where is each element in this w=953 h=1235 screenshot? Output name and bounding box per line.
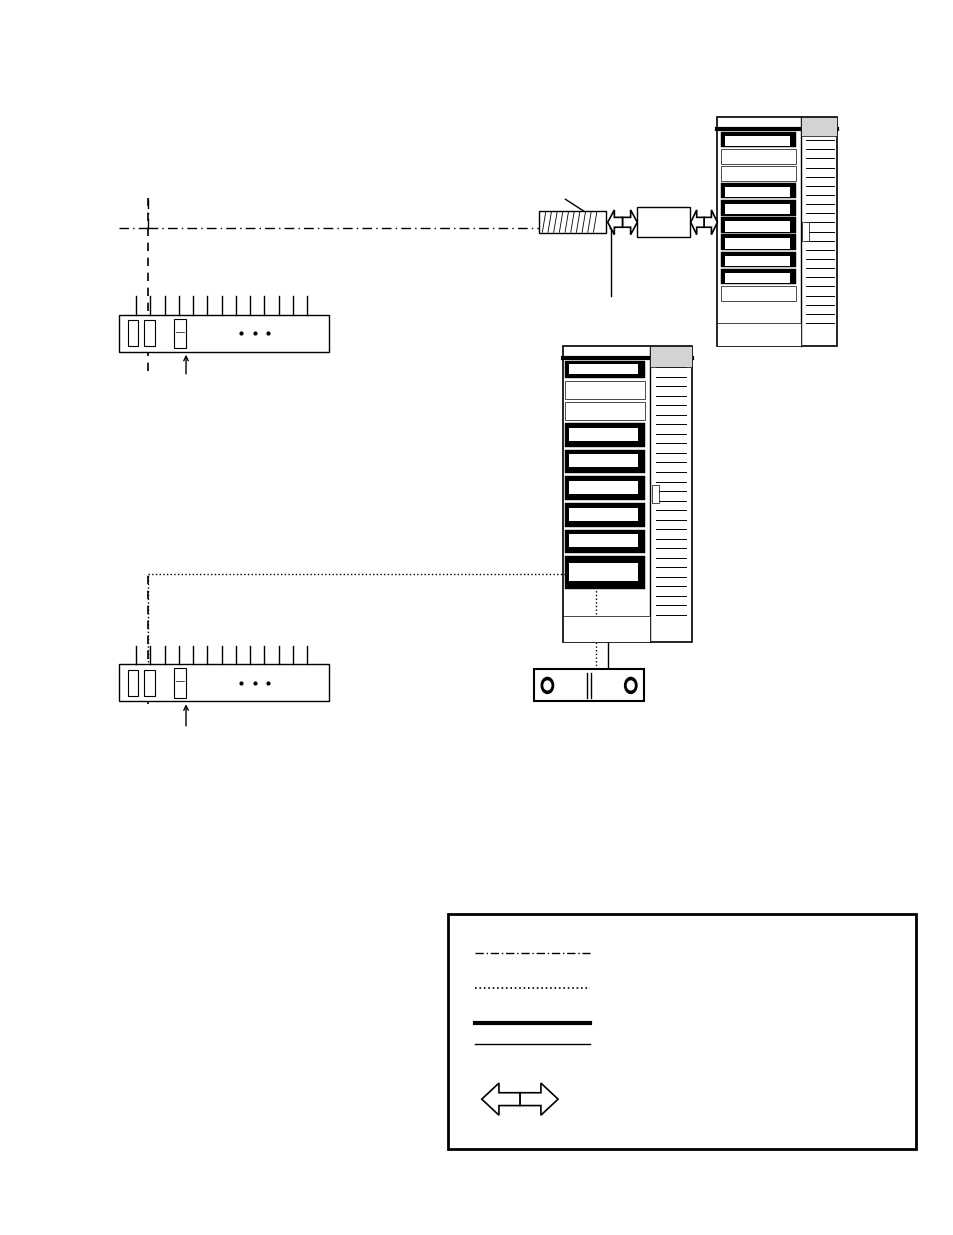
Bar [565, 477, 644, 500]
Bar [119, 315, 329, 330]
Polygon shape [703, 210, 717, 235]
Bar [565, 422, 644, 447]
Bar [569, 508, 637, 521]
Circle shape [540, 677, 553, 694]
Bar [720, 200, 795, 216]
Bar [565, 556, 644, 589]
Bar [538, 211, 605, 233]
Bar [720, 148, 795, 164]
Bar [534, 669, 643, 701]
Bar [720, 285, 795, 301]
Bar [801, 222, 808, 241]
Circle shape [543, 680, 550, 690]
Polygon shape [622, 210, 637, 235]
Bar [569, 454, 637, 467]
Bar [448, 914, 915, 1149]
Bar [565, 503, 644, 526]
Bar [144, 669, 154, 697]
Polygon shape [690, 210, 703, 235]
Bar [717, 117, 836, 346]
Bar [724, 221, 789, 232]
Bar [651, 485, 659, 503]
Bar [724, 136, 789, 146]
Bar [569, 427, 637, 441]
Bar [569, 480, 637, 494]
Polygon shape [519, 1083, 558, 1115]
Bar [144, 321, 154, 347]
Bar [720, 217, 795, 232]
Bar [724, 273, 789, 283]
Bar [173, 668, 186, 698]
Circle shape [624, 677, 637, 694]
Bar [569, 535, 637, 547]
Bar [173, 319, 186, 348]
Bar [720, 183, 795, 199]
Bar [717, 324, 800, 346]
Bar [637, 207, 689, 237]
Bar [128, 321, 138, 347]
Bar [565, 361, 644, 378]
Bar [569, 563, 637, 580]
Bar [720, 235, 795, 249]
Bar [562, 346, 691, 642]
Bar [128, 669, 138, 697]
Bar [720, 165, 795, 182]
Bar [565, 530, 644, 553]
Bar [724, 204, 789, 215]
Bar [119, 664, 329, 701]
Bar [562, 615, 650, 642]
Bar [565, 403, 644, 420]
Bar [720, 132, 795, 147]
Bar [569, 364, 637, 374]
Bar [800, 117, 836, 136]
Bar [720, 252, 795, 267]
Bar [565, 450, 644, 473]
Bar [724, 238, 789, 248]
Bar [119, 315, 329, 352]
Polygon shape [607, 210, 622, 235]
Bar [720, 269, 795, 284]
Bar [724, 186, 789, 198]
Bar [724, 256, 789, 266]
Bar [650, 346, 691, 367]
Polygon shape [481, 1083, 519, 1115]
Bar [119, 664, 329, 679]
Bar [565, 382, 644, 399]
Circle shape [627, 680, 634, 690]
